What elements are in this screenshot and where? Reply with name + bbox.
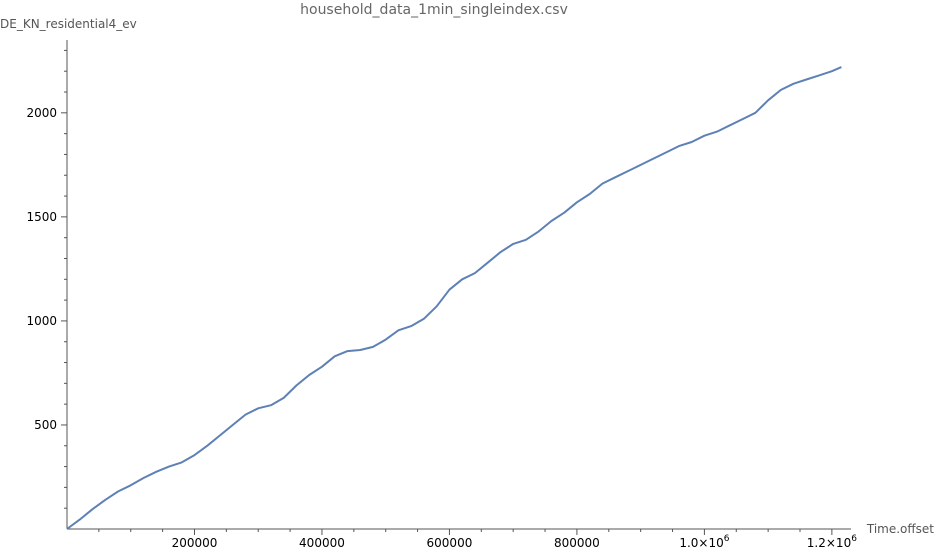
x-tick-label: 200000	[172, 536, 218, 550]
y-tick-label: 1000	[26, 314, 57, 328]
y-tick-label: 1500	[26, 210, 57, 224]
x-tick-label: 600000	[427, 536, 473, 550]
y-tick-label: 2000	[26, 106, 57, 120]
x-ticks: 200000 400000 600000 800000 1.0×106 1.2×106	[98, 529, 857, 550]
x-tick-label: 800000	[554, 536, 600, 550]
x-tick-label: 400000	[299, 536, 345, 550]
series-line	[66, 66, 842, 530]
x-tick-label: 1.2×106	[807, 534, 857, 550]
chart-title: household_data_1min_singleindex.csv	[300, 2, 568, 18]
series-layer	[66, 66, 842, 530]
y-tick-label: 500	[34, 418, 57, 432]
y-axis-label: DE_KN_residential4_ev	[0, 17, 137, 31]
x-tick-label: 1.0×106	[679, 534, 729, 550]
y-ticks: 500 1000 1500 2000	[26, 49, 67, 509]
x-tick-exponent: 6	[724, 534, 730, 544]
x-tick-exponent: 6	[851, 534, 857, 544]
x-axis-label: Time.offset	[866, 522, 934, 536]
